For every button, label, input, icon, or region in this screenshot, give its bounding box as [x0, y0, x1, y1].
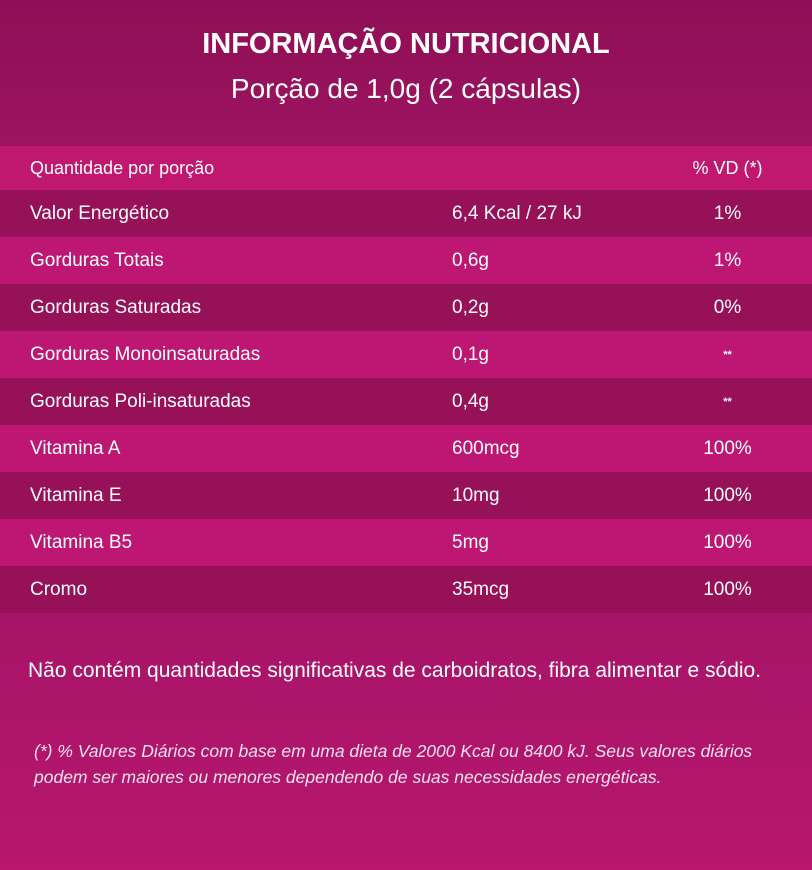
nutrient-amount: 6,4 Kcal / 27 kJ [452, 202, 582, 224]
nutrient-name: Gorduras Saturadas [30, 296, 202, 318]
nutrient-name: Vitamina A [30, 437, 121, 459]
table-row: Gorduras Monoinsaturadas 0,1g ** [0, 331, 812, 378]
header: INFORMAÇÃO NUTRICIONAL Porção de 1,0g (2… [0, 0, 812, 146]
nutrient-vd: 1% [713, 249, 742, 271]
nutrient-amount: 10mg [452, 484, 500, 506]
nutrient-amount: 0,6g [452, 249, 489, 271]
table-row: Gorduras Totais 0,6g 1% [0, 237, 812, 284]
nutrient-amount: 600mcg [452, 437, 520, 459]
nutrient-vd: 100% [703, 484, 752, 506]
nutrition-table: Quantidade por porção % VD (*) Valor Ene… [0, 146, 812, 613]
column-header-quantity: Quantidade por porção [30, 157, 215, 178]
nutrient-vd: 100% [703, 578, 752, 600]
table-row: Valor Energético 6,4 Kcal / 27 kJ 1% [0, 190, 812, 237]
nutrient-name: Gorduras Totais [30, 249, 164, 271]
column-header-vd: % VD (*) [692, 157, 763, 178]
daily-values-footnote: (*) % Valores Diários com base em uma di… [34, 741, 753, 787]
nutrient-name: Vitamina E [30, 484, 122, 506]
nutrient-amount: 0,4g [452, 390, 489, 412]
nutrient-vd: 100% [703, 531, 752, 553]
table-row: Gorduras Saturadas 0,2g 0% [0, 284, 812, 331]
nutrient-vd: ** [723, 348, 732, 361]
nutrient-name: Gorduras Monoinsaturadas [30, 343, 261, 365]
nutrient-name: Valor Energético [30, 202, 170, 224]
nutrient-name: Gorduras Poli-insaturadas [30, 390, 251, 412]
nutrient-vd: 1% [713, 202, 742, 224]
nutrient-vd: 100% [703, 437, 752, 459]
table-row: Cromo 35mcg 100% [0, 566, 812, 613]
nutrient-amount: 35mcg [452, 578, 510, 600]
nutrient-amount: 5mg [452, 531, 489, 553]
nutrient-name: Vitamina B5 [30, 531, 133, 553]
nutrient-amount: 0,1g [452, 343, 489, 365]
table-row: Vitamina A 600mcg 100% [0, 425, 812, 472]
table-header-row: Quantidade por porção % VD (*) [0, 146, 812, 190]
table-row: Gorduras Poli-insaturadas 0,4g ** [0, 378, 812, 425]
table-row: Vitamina E 10mg 100% [0, 472, 812, 519]
not-significant-note: Não contém quantidades significativas de… [28, 659, 762, 682]
serving-size: Porção de 1,0g (2 cápsulas) [230, 73, 582, 104]
table-row: Vitamina B5 5mg 100% [0, 519, 812, 566]
page-title: INFORMAÇÃO NUTRICIONAL [202, 28, 610, 60]
nutrient-vd: 0% [713, 296, 742, 318]
nutrient-vd: ** [723, 395, 732, 408]
nutrient-amount: 0,2g [452, 296, 489, 318]
nutrient-name: Cromo [30, 578, 88, 600]
